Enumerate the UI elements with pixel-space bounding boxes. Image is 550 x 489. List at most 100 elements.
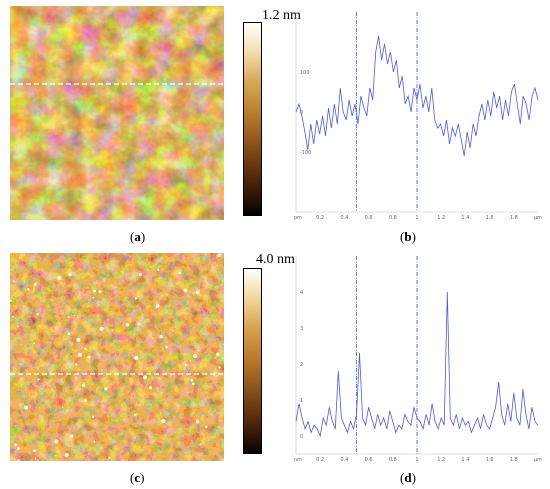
- surface-grain: [92, 415, 95, 419]
- surface-grain: [137, 322, 141, 326]
- surface-grain: [17, 325, 19, 328]
- x-tick-label: 0.6: [365, 215, 373, 221]
- surface-grain: [190, 379, 193, 382]
- y-tick-label: 0: [300, 434, 303, 440]
- y-tick-label: 3: [300, 326, 303, 332]
- surface-grain: [108, 456, 111, 459]
- surface-grain: [195, 290, 200, 295]
- surface-grain: [93, 289, 97, 293]
- profile-chart-b: 100 0 -100 0.2 0.4 0.6 0.8 1 1.2 1.4 1.6 1.8 pm µm: [288, 6, 546, 221]
- surface-grain: [161, 419, 166, 424]
- x-unit-label: µm: [534, 457, 542, 463]
- x-tick-label: 1.2: [437, 215, 445, 221]
- surface-grain: [57, 275, 62, 281]
- x-tick-label: 0.8: [389, 215, 397, 221]
- surface-grain: [184, 363, 188, 367]
- x-tick-label: 1.8: [510, 457, 518, 463]
- afm-image-c: [10, 253, 224, 461]
- surface-grain: [205, 425, 208, 429]
- surface-grain: [17, 459, 20, 461]
- surface-grain: [149, 386, 153, 390]
- surface-grain: [92, 296, 95, 299]
- surface-grain: [99, 326, 104, 331]
- colorbar-c: [243, 268, 262, 454]
- surface-grain: [15, 425, 17, 427]
- x-tick-label: 0.2: [316, 215, 324, 221]
- profile-chart-b-svg: 100 0 -100 0.2 0.4 0.6 0.8 1 1.2 1.4 1.6 1.8 pm µm: [294, 12, 542, 221]
- surface-grain: [216, 352, 220, 357]
- surface-grain: [37, 378, 40, 381]
- x-tick-label: 1.8: [510, 215, 518, 221]
- surface-grain: [67, 332, 71, 336]
- surface-grain: [12, 315, 14, 318]
- panel-label-b: (b): [400, 229, 416, 244]
- surface-grain: [134, 355, 139, 361]
- surface-grain: [10, 299, 12, 303]
- surface-grain: [81, 383, 86, 387]
- x-tick-label: 1.6: [486, 457, 494, 463]
- surface-grain: [104, 387, 108, 391]
- surface-grain: [195, 419, 200, 424]
- surface-grain: [76, 337, 81, 342]
- surface-grain: [193, 353, 198, 359]
- surface-grain: [192, 382, 195, 385]
- x-tick-label: 1.6: [486, 215, 494, 221]
- surface-grain: [84, 347, 87, 350]
- surface-grain: [189, 360, 192, 362]
- colorbar-c-max-label: 4.0 nm: [256, 252, 295, 267]
- y-unit-label: pm: [294, 215, 302, 221]
- surface-grain: [68, 272, 72, 277]
- surface-grain: [54, 439, 59, 444]
- surface-grain: [135, 297, 138, 300]
- surface-grains-c: [10, 253, 221, 461]
- surface-grain: [83, 398, 87, 402]
- surface-grain: [178, 271, 182, 275]
- surface-grain: [75, 363, 78, 366]
- y-unit-label: nm: [294, 457, 302, 463]
- surface-grain: [157, 269, 160, 271]
- surface-grain: [143, 375, 147, 380]
- surface-grain: [27, 288, 30, 291]
- surface-grain: [33, 342, 36, 345]
- x-tick-label: 0.6: [365, 457, 373, 463]
- x-unit-label: µm: [534, 215, 542, 221]
- surface-grain: [93, 440, 96, 443]
- y-tick-label: 0: [300, 110, 303, 116]
- afm-image-a-svg: [10, 6, 224, 220]
- surface-grain: [125, 323, 130, 327]
- height-profile-series: [295, 35, 539, 157]
- x-tick-label: 0.4: [340, 457, 348, 463]
- surface-grain: [155, 304, 160, 309]
- surface-grain: [67, 316, 70, 318]
- colorbar-a-max-label: 1.2 nm: [262, 8, 301, 23]
- surface-grain: [62, 406, 64, 408]
- y-tick-label: 100: [300, 70, 310, 76]
- surface-grain: [78, 352, 82, 357]
- surface-grain: [36, 313, 39, 316]
- afm-image-a: [10, 6, 224, 220]
- surface-grain: [134, 413, 137, 417]
- colorbar-a: [243, 22, 262, 216]
- surface-grain: [74, 314, 76, 316]
- surface-grain: [159, 334, 163, 339]
- surface-grain: [34, 457, 37, 460]
- surface-grain: [111, 329, 114, 331]
- surface-grain: [64, 453, 69, 458]
- surface-grain: [17, 447, 20, 450]
- y-tick-label: 4: [300, 290, 303, 296]
- y-tick-label: 2: [300, 362, 303, 368]
- surface-grain: [14, 443, 17, 447]
- afm-image-c-svg: [10, 253, 224, 461]
- panel-label-c: (c): [130, 470, 145, 485]
- x-tick-label: 0.8: [389, 457, 397, 463]
- surface-grain: [138, 273, 142, 277]
- x-tick-label: 0.4: [340, 215, 348, 221]
- surface-grain: [187, 392, 189, 394]
- surface-grain: [98, 290, 102, 294]
- surface-grain: [217, 253, 221, 257]
- x-tick-label: 1.4: [461, 215, 469, 221]
- surface-grain: [165, 345, 168, 349]
- height-profile-series: [295, 291, 539, 438]
- surface-grain: [87, 355, 91, 359]
- x-tick-label: 1.2: [437, 457, 445, 463]
